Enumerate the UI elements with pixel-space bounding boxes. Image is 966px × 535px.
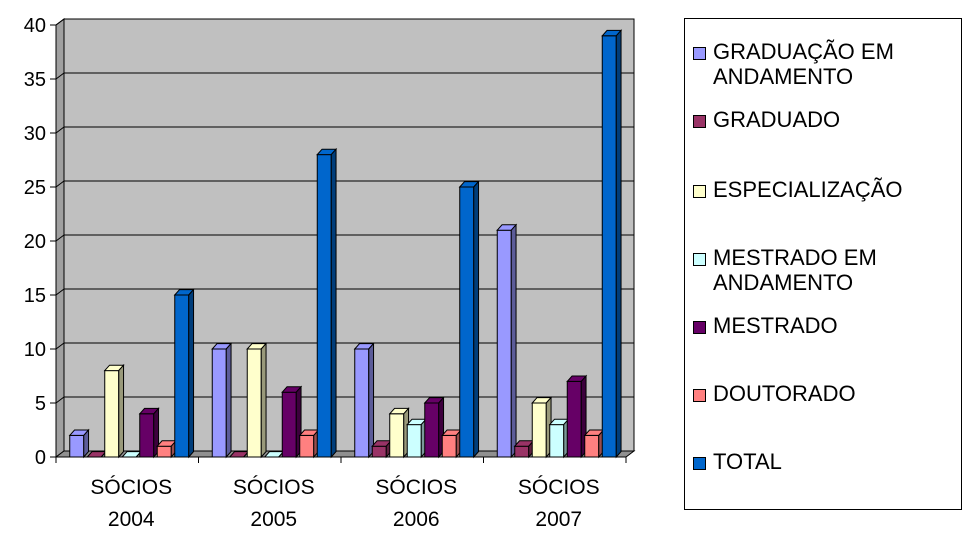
bar [174, 294, 190, 458]
gridline-side [55, 180, 65, 188]
bar-side [330, 147, 337, 459]
legend-item: GRADUADO [693, 107, 840, 132]
bar [354, 348, 370, 458]
y-tick-label: 10 [24, 339, 46, 361]
gridline-side [55, 126, 65, 134]
legend-swatch [693, 115, 706, 128]
bar-side [615, 29, 622, 459]
legend-label: TOTAL [713, 449, 782, 474]
legend-label: MESTRADO EM ANDAMENTO [713, 245, 877, 295]
y-tick-label: 15 [24, 285, 46, 307]
bar [496, 229, 512, 458]
bar [281, 391, 297, 458]
legend-swatch [693, 47, 706, 60]
legend-item: GRADUAÇÃO EM ANDAMENTO [693, 39, 894, 89]
bar-chart: 0 5 10 15 20 25 30 35 40 SÓCIOS 2004 SÓCIOS 2005 SÓCI… [24, 15, 636, 531]
bar [246, 348, 262, 458]
bar [316, 154, 332, 458]
gridline-side [55, 288, 65, 296]
y-tick-label: 25 [24, 177, 46, 199]
gridline-side [55, 396, 65, 404]
legend-swatch [693, 253, 706, 266]
gridline-side [55, 72, 65, 80]
bar-side [473, 180, 480, 459]
bar [406, 424, 422, 458]
bar [389, 413, 405, 458]
bar-side [510, 223, 517, 459]
legend-label: MESTRADO [713, 313, 838, 338]
chart-legend: GRADUAÇÃO EM ANDAMENTO GRADUADO ESPECIALIZ… [684, 18, 962, 510]
legend-swatch [693, 389, 706, 402]
bar [139, 413, 155, 458]
bar [299, 434, 315, 458]
x-category-label: SÓCIOS 2004 [90, 476, 172, 531]
bar-side [225, 342, 232, 459]
bar [69, 434, 85, 458]
x-category-label: SÓCIOS 2005 [233, 476, 315, 531]
bar-side [260, 342, 267, 459]
bar-side [83, 428, 90, 459]
y-tick-label: 0 [35, 447, 46, 469]
gridline-side [55, 234, 65, 242]
legend-item: MESTRADO EM ANDAMENTO [693, 245, 877, 295]
legend-label: DOUTORADO [713, 381, 856, 406]
bar-side [118, 363, 125, 459]
bar [566, 380, 582, 458]
bar [514, 445, 530, 458]
bar [371, 445, 387, 458]
legend-item: DOUTORADO [693, 381, 856, 406]
legend-item: ESPECIALIZAÇÃO [693, 177, 903, 202]
y-tick-label: 35 [24, 69, 46, 91]
bar-side [188, 288, 195, 459]
legend-label: GRADUADO [713, 107, 841, 132]
bar [601, 35, 617, 458]
legend-label: GRADUAÇÃO EM ANDAMENTO [713, 39, 894, 89]
bar [156, 445, 172, 458]
bar [531, 402, 547, 458]
y-tick-label: 5 [35, 393, 46, 415]
legend-label: ESPECIALIZAÇÃO [713, 177, 903, 202]
bar [441, 434, 457, 458]
x-category-label: SÓCIOS 2007 [518, 476, 600, 531]
legend-swatch [693, 185, 706, 198]
bar-side [368, 342, 375, 459]
bar [459, 186, 475, 458]
y-tick-label: 30 [24, 123, 46, 145]
bar [211, 348, 227, 458]
legend-swatch [693, 457, 706, 470]
bar [424, 402, 440, 458]
x-category-label: SÓCIOS 2006 [375, 476, 457, 531]
legend-item: TOTAL [693, 449, 782, 474]
gridline-side [55, 342, 65, 350]
y-tick-label: 20 [24, 231, 46, 253]
legend-item: MESTRADO [693, 313, 838, 338]
bar [104, 370, 120, 458]
y-tick-label: 40 [24, 15, 46, 37]
gridline-side [55, 18, 65, 26]
bar [549, 424, 565, 458]
legend-swatch [693, 321, 706, 334]
bar [584, 434, 600, 458]
